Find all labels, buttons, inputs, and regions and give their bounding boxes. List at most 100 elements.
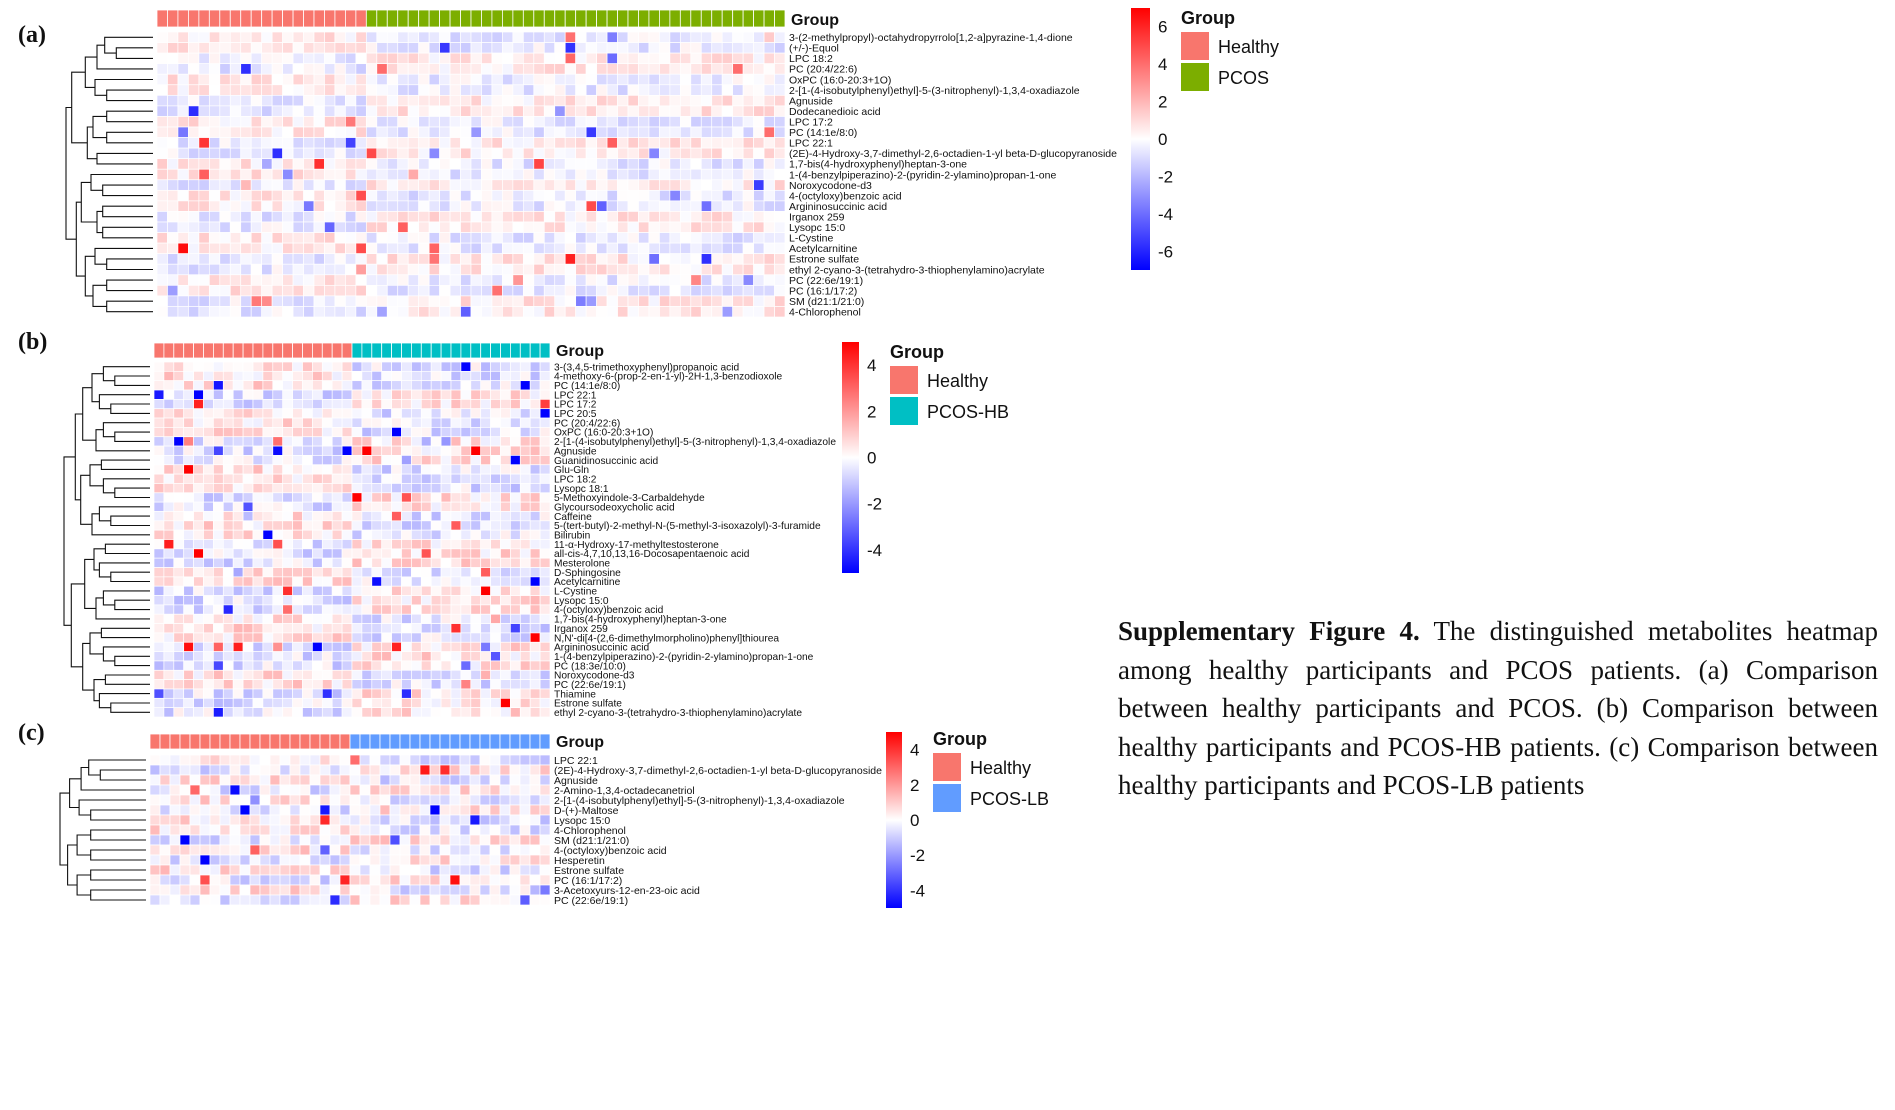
dendrogram-branch <box>90 829 146 841</box>
heatmap-cell <box>188 84 200 96</box>
heatmap-cell <box>596 232 608 244</box>
heatmap-cell <box>250 189 263 202</box>
heatmap-cell <box>399 754 411 766</box>
heatmap-cell <box>430 707 442 718</box>
heatmap-cell <box>240 52 252 65</box>
heatmap-cell <box>700 274 713 286</box>
heatmap-cell <box>208 63 221 75</box>
heatmap-cell <box>163 445 175 456</box>
heatmap-cell <box>355 42 367 54</box>
heatmap-cell <box>324 73 336 86</box>
heatmap-cell <box>203 483 214 494</box>
heatmap-cell <box>648 284 660 297</box>
heatmap-cell <box>289 824 301 836</box>
heatmap-cell <box>242 370 254 382</box>
heatmap-cell <box>460 389 472 400</box>
colorbar <box>842 342 859 573</box>
heatmap-cell <box>262 520 274 531</box>
heatmap-cell <box>302 688 313 699</box>
row-label: 11-α-Hydroxy-17-methyltestosterone <box>554 540 719 551</box>
heatmap-cell <box>199 794 211 806</box>
heatmap-cell <box>386 284 399 297</box>
heatmap-cell <box>232 455 244 466</box>
heatmap-cell <box>242 632 254 643</box>
legend-swatch <box>1181 63 1209 91</box>
heatmap-cell <box>269 864 281 876</box>
heatmap-cell <box>319 764 331 776</box>
heatmap-cell <box>379 834 391 846</box>
heatmap-cell <box>292 158 304 170</box>
heatmap-cell <box>490 679 501 690</box>
heatmap-cell <box>381 632 392 643</box>
heatmap-cell <box>500 408 511 419</box>
heatmap-cell <box>159 824 171 836</box>
heatmap-cell <box>669 295 681 307</box>
heatmap-cell <box>585 63 597 75</box>
heatmap-cell <box>529 417 541 428</box>
heatmap-cell <box>249 834 261 846</box>
dendrogram-branch <box>96 44 153 70</box>
heatmap-cell <box>449 116 461 128</box>
heatmap-cell <box>679 253 692 265</box>
heatmap-cell <box>627 200 639 212</box>
heatmap-cell <box>240 158 252 170</box>
heatmap-cell <box>261 31 273 43</box>
heatmap-cell <box>753 274 765 286</box>
heatmap-cell <box>376 263 388 276</box>
heatmap-cell <box>460 529 472 540</box>
heatmap-cell <box>679 232 692 244</box>
heatmap-cell <box>522 168 535 181</box>
heatmap-cell <box>371 445 383 456</box>
heatmap-cell <box>480 669 491 680</box>
heatmap-cell <box>519 427 531 438</box>
heatmap-cell <box>617 211 629 223</box>
heatmap-cell <box>407 126 420 138</box>
heatmap-cell <box>659 147 671 160</box>
heatmap-cell <box>606 189 618 202</box>
row-label: 1-(4-benzylpiperazino)-2-(pyridin-2-ylam… <box>789 169 1056 181</box>
heatmap-cell <box>564 84 577 96</box>
heatmap-cell <box>208 253 221 265</box>
heatmap-cell <box>519 864 531 876</box>
heatmap-cell <box>481 306 493 318</box>
heatmap-cell <box>272 539 284 550</box>
heatmap-cell <box>309 884 321 896</box>
heatmap-cell <box>292 232 304 244</box>
heatmap-cell <box>219 794 231 806</box>
heatmap-cell <box>449 884 461 896</box>
heatmap-cell <box>365 126 378 138</box>
heatmap-cell <box>539 794 551 806</box>
heatmap-cell <box>510 576 521 587</box>
heatmap-cell <box>480 595 491 606</box>
heatmap-cell <box>627 42 639 54</box>
heatmap-cell <box>167 84 179 96</box>
heatmap-cell <box>188 284 200 297</box>
heatmap-cell <box>149 784 161 796</box>
heatmap-cell <box>638 116 650 128</box>
heatmap-cell <box>303 116 315 128</box>
heatmap-cell <box>365 52 378 65</box>
heatmap-cell <box>381 492 392 503</box>
heatmap-cell <box>659 158 671 170</box>
heatmap-cell <box>428 221 440 233</box>
heatmap-cell <box>232 399 244 410</box>
heatmap-cell <box>721 179 734 191</box>
heatmap-cell <box>219 764 231 776</box>
heatmap-cell <box>239 804 251 816</box>
heatmap-cell <box>331 455 343 466</box>
heatmap-cell <box>606 232 618 244</box>
heatmap-cell <box>648 306 660 318</box>
heatmap-cell <box>491 274 503 286</box>
heatmap-cell <box>500 688 511 699</box>
heatmap-cell <box>533 31 545 43</box>
heatmap-cell <box>379 804 391 816</box>
heatmap-cell <box>420 679 432 690</box>
heatmap-cell <box>156 232 168 244</box>
heatmap-cell <box>365 295 378 307</box>
heatmap-cell <box>617 179 629 191</box>
heatmap-cell <box>222 445 234 456</box>
heatmap-cell <box>167 73 179 86</box>
heatmap-cell <box>510 380 521 391</box>
group-annotation-cell <box>292 9 304 28</box>
heatmap-cell <box>331 669 343 680</box>
